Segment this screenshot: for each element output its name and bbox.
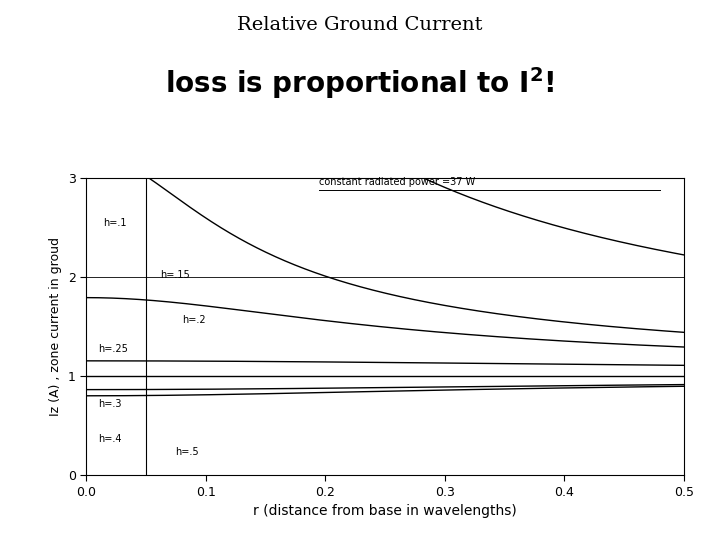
- Text: loss is proportional to $\mathbf{I^2}$!: loss is proportional to $\mathbf{I^2}$!: [166, 65, 554, 100]
- Text: h=.5: h=.5: [175, 448, 199, 457]
- Y-axis label: Iz (A) , zone current in groud: Iz (A) , zone current in groud: [50, 237, 63, 416]
- Text: h=.3: h=.3: [99, 399, 122, 409]
- Text: h=.1: h=.1: [103, 218, 127, 228]
- Text: constant radiated power =37 W: constant radiated power =37 W: [320, 177, 476, 187]
- Text: h=.15: h=.15: [161, 270, 190, 280]
- Text: h=.2: h=.2: [182, 315, 206, 325]
- Text: h=.25: h=.25: [99, 345, 128, 354]
- Text: h=.4: h=.4: [99, 434, 122, 443]
- Text: Relative Ground Current: Relative Ground Current: [238, 16, 482, 34]
- X-axis label: r (distance from base in wavelengths): r (distance from base in wavelengths): [253, 504, 517, 518]
